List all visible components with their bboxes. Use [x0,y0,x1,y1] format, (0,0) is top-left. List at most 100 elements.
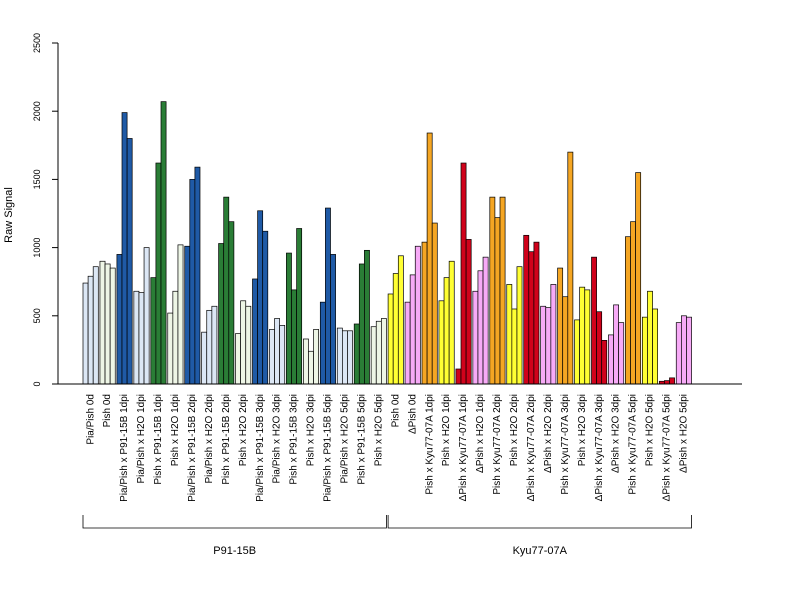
bar [172,290,179,385]
x-tick-label: Pia/Pish x P91-15B 5dpi [323,394,334,502]
x-tick-label: Pia/Pish x H2O 5dpi [340,394,351,484]
bar [557,267,564,385]
bar [414,245,421,385]
x-tick-label: ΔPish x Kyu77-07A 5dpi [662,394,673,501]
x-tick-label: ΔPish x H2O 2dpi [543,394,554,473]
bar [370,326,377,385]
bar [160,101,167,385]
bar [138,292,145,385]
bar [443,277,450,385]
x-tick-label: Pish x H2O 2dpi [238,394,249,466]
bar [664,380,670,385]
x-tick-label: Pish x Kyu77-07A 5dpi [628,394,639,495]
bar [177,244,184,385]
bar [303,338,309,385]
y-tick-label: 1000 [32,238,42,258]
x-tick-label: Pish 0d [390,394,401,427]
bar [455,368,462,385]
bar [364,249,370,385]
bar [274,318,280,385]
x-tick-label: Pia/Pish x H2O 3dpi [272,394,283,484]
bar [540,305,547,385]
strain-brackets: P91-15B Kyu77-07A [82,515,692,557]
bar [353,323,360,385]
bar [613,304,619,385]
bar [523,234,530,385]
bar [465,239,472,385]
bar [404,301,411,385]
bar [506,284,513,385]
bar [194,166,201,385]
x-tick-label: Pish x P91-15B 3dpi [289,394,300,485]
bar [550,284,557,385]
bar [562,296,569,385]
bar [511,308,518,385]
bars [58,101,742,385]
strain-label: P91-15B [213,545,256,557]
bar [477,270,484,385]
bar [296,228,303,385]
x-tick-label: Pish 0d [102,394,113,427]
bar [313,329,319,385]
x-tick-label: Pia/Pish x H2O 1dpi [136,394,147,484]
bar [245,305,252,385]
bar [635,172,642,385]
x-tick-label: Pish x P91-15B 2dpi [221,394,232,485]
bar [472,290,479,385]
bar [308,350,314,385]
bar [596,311,603,385]
bar [201,331,208,385]
bar [235,333,242,385]
bar [533,241,540,385]
bar [482,256,489,385]
x-tick-label: ΔPish x H2O 1dpi [475,394,486,473]
x-axis: Pia/Pish 0d Pish 0d Pia/Pish x P91-15B 1dp… [85,394,689,502]
x-tick-label: Pia/Pish x P91-15B 3dpi [255,394,266,502]
bar [460,162,467,385]
bar [167,312,174,385]
bar [675,322,682,385]
bar [516,266,523,385]
bar [567,151,574,385]
bar [155,162,162,385]
bar [387,293,394,385]
x-tick-label: ΔPish x Kyu77-07A 1dpi [458,394,469,501]
bar [269,329,275,385]
x-tick-label: ΔPish x Kyu77-07A 3dpi [594,394,605,501]
x-tick-label: Pish x H2O 1dpi [441,394,452,466]
bar [184,245,191,385]
bar [109,267,116,385]
bar [223,196,230,385]
bar [252,278,258,385]
bar [116,254,123,385]
bar [262,230,269,385]
bar [489,196,496,385]
bar [279,325,286,385]
x-tick-label: ΔPish x H2O 5dpi [679,394,690,473]
x-tick-label: ΔPish x Kyu77-07A 2dpi [526,394,537,501]
bar [319,301,326,385]
y-tick-label: 2000 [32,101,42,121]
strain-label: Kyu77-07A [513,545,568,557]
bar [189,179,196,385]
bar [625,236,631,385]
x-tick-label: Pish x Kyu77-07A 1dpi [424,394,435,495]
bar [375,320,382,385]
strain-bracket [387,515,692,529]
x-tick-label: Pish x H2O 1dpi [170,394,181,466]
bar [87,275,94,385]
bar [228,221,235,385]
bar [150,277,157,385]
bar [133,290,140,385]
bar [431,222,438,385]
x-tick-label: Pish x Kyu77-07A 2dpi [492,394,503,495]
x-tick-label: Pish x H2O 3dpi [306,394,317,466]
x-tick-label: Pia/Pish x P91-15B 1dpi [119,394,130,502]
bar [584,289,591,385]
bar [652,308,658,385]
bar [392,273,399,385]
bar [206,309,213,385]
x-tick-label: ΔPish 0d [407,394,418,434]
bar [438,300,445,385]
